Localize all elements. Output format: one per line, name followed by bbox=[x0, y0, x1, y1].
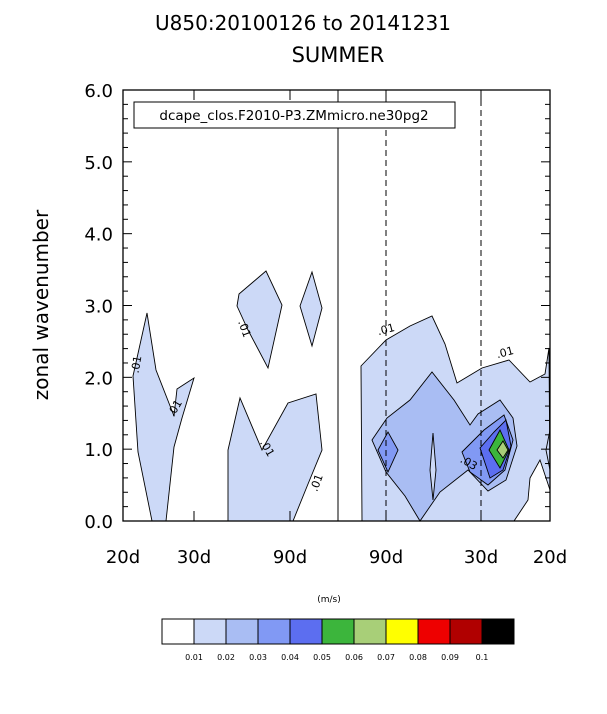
colorbar-box bbox=[353, 618, 387, 645]
y-tick-label: 2.0 bbox=[84, 368, 113, 389]
colorbar-level-label: 0.07 bbox=[377, 653, 395, 662]
colorbar-level-label: 0.01 bbox=[185, 653, 203, 662]
region-e-line bbox=[360, 315, 551, 522]
colorbar bbox=[161, 618, 515, 645]
colorbar-level-label: 0.03 bbox=[249, 653, 267, 662]
x-tick-label: 90d bbox=[273, 547, 307, 568]
x-tick-labels: 20d 30d 90d 90d 30d 20d bbox=[106, 547, 567, 568]
contour-label: .01 bbox=[376, 321, 396, 338]
region-b-fill bbox=[237, 271, 282, 368]
colorbar-box bbox=[257, 618, 291, 645]
region-b-line bbox=[236, 270, 283, 370]
colorbar-level-label: 0.09 bbox=[441, 653, 459, 662]
colorbar-box bbox=[417, 618, 451, 645]
region-a-fill bbox=[133, 313, 194, 521]
colorbar-level-label: 0.08 bbox=[409, 653, 427, 662]
y-tick-label: 0.0 bbox=[84, 512, 113, 533]
x-tick-label: 20d bbox=[533, 547, 567, 568]
chart-subtitle: SUMMER bbox=[292, 43, 385, 67]
plot-frame bbox=[122, 89, 551, 522]
y-tick-label: 6.0 bbox=[84, 81, 113, 102]
y-tick-label: 3.0 bbox=[84, 297, 113, 318]
colorbar-box bbox=[161, 618, 195, 645]
colorbar-labels: 0.01 0.02 0.03 0.04 0.05 0.06 0.07 0.08 0.09 0.1 bbox=[185, 653, 488, 662]
x-tick-label: 90d bbox=[369, 547, 403, 568]
x-tick-label: 30d bbox=[177, 547, 211, 568]
contour-label: .01 bbox=[129, 355, 145, 374]
contour-fills bbox=[133, 271, 551, 521]
region-a-line bbox=[132, 312, 195, 522]
x-tick-label: 20d bbox=[106, 547, 140, 568]
region-c-fill bbox=[300, 272, 322, 346]
y-axis-label: zonal wavenumber bbox=[29, 209, 53, 400]
colorbar-box bbox=[193, 618, 227, 645]
region-d-fill bbox=[228, 394, 322, 521]
y-tick-label: 4.0 bbox=[84, 225, 113, 246]
x-tick-label: 30d bbox=[464, 547, 498, 568]
colorbar-box bbox=[385, 618, 419, 645]
colorbar-box bbox=[289, 618, 323, 645]
colorbar-box bbox=[449, 618, 483, 645]
region-g-fill bbox=[378, 432, 398, 472]
chart-title: U850:20100126 to 20141231 bbox=[155, 11, 451, 35]
region-j-line bbox=[488, 428, 510, 469]
contour-label: .01 bbox=[235, 318, 253, 339]
y-tick-label: 5.0 bbox=[84, 153, 113, 174]
y-tick-labels: 0.0 1.0 2.0 3.0 4.0 5.0 6.0 bbox=[84, 81, 113, 533]
colorbar-level-label: 0.02 bbox=[217, 653, 235, 662]
region-c-line bbox=[299, 270, 323, 348]
region-f-fill bbox=[372, 372, 517, 521]
colorbar-box bbox=[321, 618, 355, 645]
colorbar-box bbox=[481, 618, 515, 645]
colorbar-level-label: 0.04 bbox=[281, 653, 299, 662]
region-i-line bbox=[479, 419, 512, 479]
colorbar-box bbox=[225, 618, 259, 645]
colorbar-units: (m/s) bbox=[317, 595, 341, 605]
colorbar-level-label: 0.06 bbox=[345, 653, 363, 662]
region-k-line bbox=[496, 440, 509, 459]
region-gap bbox=[429, 432, 437, 501]
y-tick-label: 1.0 bbox=[84, 440, 113, 461]
region-g-line bbox=[377, 431, 399, 474]
contour-label: .01 bbox=[495, 344, 515, 361]
region-f-line bbox=[371, 371, 518, 522]
contour-label: .01 bbox=[308, 472, 326, 493]
case-label-box bbox=[133, 101, 456, 129]
case-label: dcape_clos.F2010-P3.ZMmicro.ne30pg2 bbox=[159, 108, 428, 124]
colorbar-level-label: 0.05 bbox=[313, 653, 331, 662]
region-h-line bbox=[461, 414, 514, 486]
colorbar-level-label: 0.1 bbox=[476, 653, 489, 662]
